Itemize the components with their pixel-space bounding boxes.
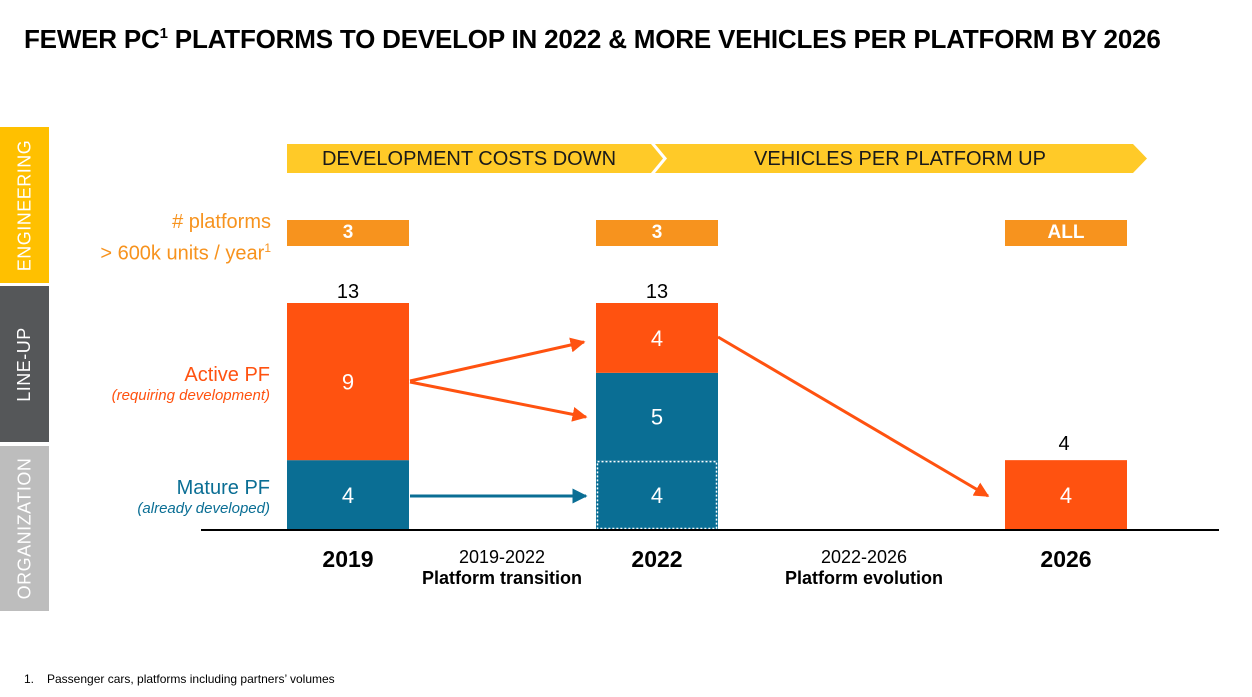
bar-2022-reused-from-active bbox=[596, 372, 718, 461]
bar-label-2026-active-pf: 4 bbox=[1060, 483, 1072, 508]
platforms-box-2022: 3 bbox=[596, 220, 718, 246]
period-transition: 2019-2022 Platform transition bbox=[421, 547, 582, 588]
platforms-box-2026: ALL bbox=[1005, 220, 1127, 246]
year-2022: 2022 bbox=[631, 546, 683, 572]
period-evolution: 2022-2026 Platform evolution bbox=[784, 547, 943, 588]
chevron-vehicles bbox=[655, 144, 1147, 173]
chevron-development-label: DEVELOPMENT COSTS DOWN bbox=[321, 148, 617, 170]
legend-mature: Mature PF (already developed) bbox=[137, 477, 270, 517]
bar-2022-mature-pf bbox=[596, 460, 718, 530]
side-tab-engineering: ENGINEERING bbox=[0, 127, 49, 283]
bar-label-2022-active-pf: 4 bbox=[651, 326, 663, 351]
bar-label-2019-active-pf: 9 bbox=[342, 370, 354, 395]
year-2019: 2019 bbox=[322, 546, 374, 572]
platforms-label: # platforms > 600k units / year1 bbox=[100, 211, 271, 265]
arrow-to-2026 bbox=[717, 335, 990, 498]
side-tab-organization: ORGANIZATION bbox=[0, 446, 49, 611]
bar-label-2022-reused-from-active: 5 bbox=[651, 405, 663, 430]
bar-2026-active-pf bbox=[1005, 460, 1127, 530]
platforms-box-2019: 3 bbox=[287, 220, 409, 246]
page-title: FEWER PC1 PLATFORMS TO DEVELOP IN 2022 &… bbox=[24, 24, 1161, 54]
chevron-development bbox=[287, 144, 663, 173]
bar-2019-mature-pf bbox=[287, 460, 409, 530]
bar-2022-active-pf bbox=[596, 303, 718, 373]
arrow-active-to-active bbox=[409, 337, 586, 383]
chevron-vehicles-label: VEHICLES PER PLATFORM UP bbox=[754, 148, 1046, 170]
bar-2022-mature-outline bbox=[596, 460, 718, 530]
year-2026: 2026 bbox=[1040, 546, 1092, 572]
footnote: 1. Passenger cars, platforms including pa… bbox=[24, 672, 335, 686]
legend-active: Active PF (requiring development) bbox=[111, 364, 270, 404]
bar-label-2019-mature-pf: 4 bbox=[342, 483, 354, 508]
total-2026: 4 bbox=[1058, 433, 1070, 455]
bar-label-2022-mature-pf: 4 bbox=[651, 483, 663, 508]
total-2019: 13 bbox=[336, 281, 360, 303]
bar-2019-active-pf bbox=[287, 303, 409, 461]
total-2022: 13 bbox=[645, 281, 669, 303]
side-tab-line-up: LINE-UP bbox=[0, 286, 49, 442]
arrow-active-to-mature bbox=[409, 380, 588, 422]
